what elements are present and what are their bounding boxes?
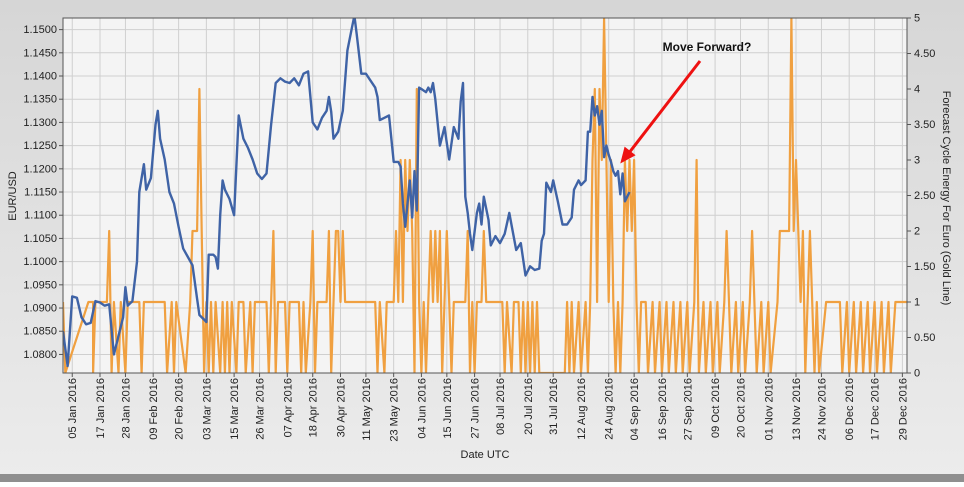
x-tick-label: 30 Apr 2016 [336, 378, 348, 437]
x-tick-label: 01 Nov 2016 [763, 378, 775, 440]
x-tick-label: 24 Nov 2016 [816, 378, 828, 440]
x-tick-label: 18 Apr 2016 [308, 378, 320, 437]
y-left-tick-label: 1.0850 [23, 326, 57, 338]
y-right-tick-label: 1.50 [914, 261, 935, 273]
x-tick-label: 04 Jun 2016 [416, 378, 428, 439]
y-left-tick-label: 1.1500 [23, 24, 57, 36]
y-left-tick-label: 1.1050 [23, 233, 57, 245]
x-axis-label: Date UTC [461, 449, 510, 461]
y-left-tick-label: 1.1450 [23, 47, 57, 59]
y-right-tick-label: 2.50 [914, 190, 935, 202]
y-right-tick-label: 3 [914, 155, 920, 167]
x-tick-label: 20 Feb 2016 [174, 378, 186, 440]
x-tick-label: 11 May 2016 [361, 378, 373, 441]
series-layer [63, 18, 907, 373]
x-tick-label: 31 Jul 2016 [548, 378, 560, 435]
eurusd-series-line [63, 18, 631, 368]
x-tick-label: 13 Nov 2016 [791, 378, 803, 440]
y-left-tick-label: 1.1100 [24, 210, 57, 222]
x-tick-label: 08 Jul 2016 [495, 378, 507, 435]
x-tick-label: 20 Oct 2016 [736, 378, 748, 438]
x-tick-label: 27 Jun 2016 [470, 378, 482, 439]
x-tick-label: 17 Jan 2016 [95, 378, 107, 439]
x-tick-label: 29 Dec 2016 [897, 378, 909, 440]
x-tick-label: 06 Dec 2016 [844, 378, 856, 440]
y-right-tick-label: 1 [914, 297, 920, 309]
y-left-tick-label: 1.1000 [23, 256, 57, 268]
x-tick-label: 03 Mar 2016 [201, 378, 213, 440]
x-tick-label: 24 Aug 2016 [604, 378, 616, 440]
y-right-tick-label: 4 [914, 84, 920, 96]
y-left-axis-label: EUR/USD [7, 171, 19, 221]
x-tick-label: 20 Jul 2016 [523, 378, 535, 435]
x-tick-label: 27 Sep 2016 [682, 378, 694, 440]
x-tick-label: 15 Jun 2016 [442, 378, 454, 439]
y-left-tick-label: 1.0900 [23, 303, 57, 315]
x-tick-label: 07 Apr 2016 [282, 378, 294, 437]
y-right-axis-label: Forecast Cycle Energy For Euro (Gold Lin… [940, 91, 952, 306]
x-tick-label: 15 Mar 2016 [229, 378, 241, 440]
x-tick-label: 17 Dec 2016 [870, 378, 882, 440]
cycle-energy-series-line [63, 18, 907, 373]
x-tick-label: 23 May 2016 [389, 378, 401, 442]
y-left-tick-label: 1.1350 [23, 94, 57, 106]
annotation-text: Move Forward? [663, 40, 752, 54]
annotation-layer: Move Forward? [620, 40, 751, 164]
y-left-tick-label: 1.1400 [23, 71, 57, 83]
y-right-tick-label: 0.50 [914, 332, 935, 344]
x-tick-label: 09 Oct 2016 [710, 378, 722, 438]
y-left-tick-label: 1.1250 [23, 140, 57, 152]
y-left-tick-label: 1.1300 [23, 117, 57, 129]
x-tick-label: 04 Sep 2016 [629, 378, 641, 440]
x-tick-label: 28 Jan 2016 [120, 378, 132, 439]
x-tick-label: 05 Jan 2016 [67, 378, 79, 439]
y-right-tick-label: 0 [914, 368, 920, 380]
footer-bar [0, 474, 964, 482]
x-tick-label: 16 Sep 2016 [657, 378, 669, 440]
y-right-tick-label: 5 [914, 13, 920, 25]
x-tick-label: 26 Mar 2016 [255, 378, 267, 440]
y-right-tick-label: 4.50 [914, 48, 935, 60]
x-tick-label: 09 Feb 2016 [148, 378, 160, 440]
y-left-tick-label: 1.1150 [24, 187, 57, 199]
y-left-tick-label: 1.0950 [23, 279, 57, 291]
annotation-arrow-head [620, 146, 636, 164]
annotation-arrow-shaft [628, 60, 702, 154]
y-right-tick-label: 3.50 [914, 119, 935, 131]
y-right-tick-label: 2 [914, 226, 920, 238]
y-left-tick-label: 1.1200 [23, 163, 57, 175]
x-tick-label: 12 Aug 2016 [576, 378, 588, 440]
y-left-tick-label: 1.0800 [23, 349, 57, 361]
axis-layer: 1.0800 1.0850 1.0900 1.0950 1.1000 1.1050 1.11… [23, 13, 935, 442]
